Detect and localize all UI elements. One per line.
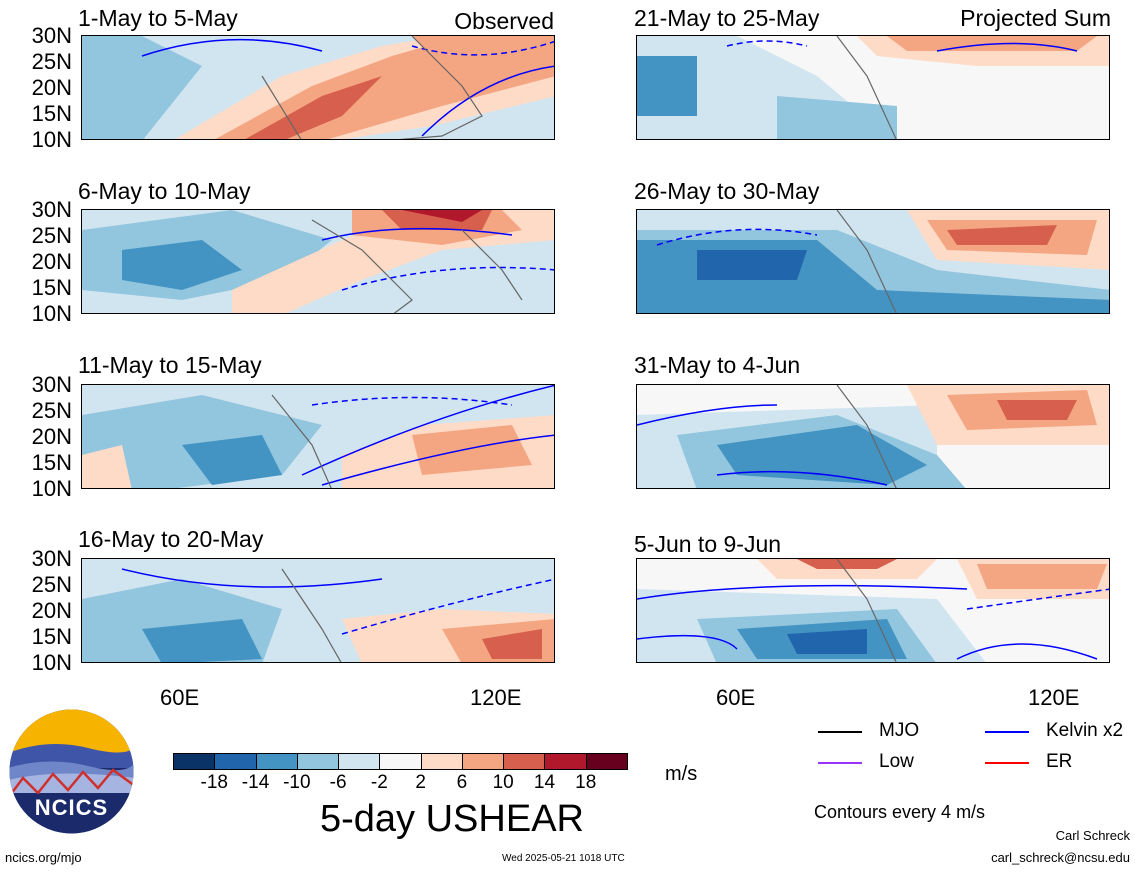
colorbar-tick-label: -6 <box>329 772 347 793</box>
map-panel-1 <box>81 35 555 140</box>
lat-label-3-30n: 30N <box>31 372 72 397</box>
colorbar-tick-label: 6 <box>456 772 468 793</box>
colorbar-swatch <box>544 753 587 770</box>
lon-label-120e-right: 120E <box>1028 685 1080 710</box>
panel-title-5: 21-May to 25-May <box>634 5 820 31</box>
lat-label-4-10n: 10N <box>31 650 72 675</box>
colorbar-tick-label: -2 <box>370 772 388 793</box>
legend-label-low: Low <box>879 751 914 772</box>
logo-text: NCICS <box>34 795 109 820</box>
colorbar-swatch <box>173 753 216 770</box>
footer-url[interactable]: ncics.org/mjo <box>5 850 82 865</box>
lat-label-2-20n: 20N <box>31 249 72 274</box>
map-panel-8 <box>636 558 1110 663</box>
map-panel-2 <box>81 209 555 314</box>
colorbar-units: m/s <box>665 763 698 785</box>
lat-label-1-25n: 25N <box>31 49 72 74</box>
colorbar-swatch <box>214 753 257 770</box>
lat-label-1-15n: 15N <box>31 101 72 126</box>
panel-title-7: 31-May to 4-Jun <box>634 352 801 378</box>
legend-line-low <box>818 762 862 764</box>
panel-title-8: 5-Jun to 9-Jun <box>634 531 782 557</box>
contour-note: Contours every 4 m/s <box>814 802 986 822</box>
map-panel-4 <box>81 558 555 663</box>
lat-label-2-15n: 15N <box>31 275 72 300</box>
footer-author: Carl Schreck <box>1055 828 1130 843</box>
lat-label-4-20n: 20N <box>31 598 72 623</box>
lat-label-1-20n: 20N <box>31 75 72 100</box>
colorbar-swatch <box>585 753 628 770</box>
panel-title-4: 16-May to 20-May <box>78 526 264 552</box>
lat-label-2-25n: 25N <box>31 223 72 248</box>
panel-title-2: 6-May to 10-May <box>78 178 251 204</box>
colorbar-tick-label: 10 <box>492 772 514 793</box>
lat-label-4-30n: 30N <box>31 546 72 571</box>
legend-label-er: ER <box>1046 751 1073 772</box>
colorbar-tick-label: 14 <box>533 772 556 793</box>
footer-email[interactable]: carl_schreck@ncsu.edu <box>991 850 1130 865</box>
colorbar-swatch <box>338 753 381 770</box>
lon-label-60e-right: 60E <box>716 685 756 710</box>
colorbar-tick-label: 18 <box>575 772 597 793</box>
map-panel-3 <box>81 384 555 489</box>
lat-label-4-15n: 15N <box>31 624 72 649</box>
colorbar-tick-label: -14 <box>241 772 270 793</box>
lat-label-3-25n: 25N <box>31 398 72 423</box>
panel-title-1: 1-May to 5-May <box>78 5 238 31</box>
colorbar-tick-label: -18 <box>200 772 228 793</box>
lon-label-60e-left: 60E <box>160 685 200 710</box>
colorbar-swatch <box>255 753 298 770</box>
lat-label-1-10n: 10N <box>31 127 72 152</box>
panel-label-observed: Observed <box>454 8 554 34</box>
colorbar-title: 5-day USHEAR <box>320 798 584 840</box>
legend-line-mjo <box>818 731 862 733</box>
map-panel-5 <box>636 35 1110 140</box>
lat-label-2-30n: 30N <box>31 197 72 222</box>
lat-label-2-10n: 10N <box>31 301 72 326</box>
lat-label-3-10n: 10N <box>31 476 72 501</box>
ncics-logo: NCICS <box>8 708 135 835</box>
legend-line-er <box>985 762 1029 764</box>
panel-title-6: 26-May to 30-May <box>634 178 820 204</box>
lat-label-1-30n: 30N <box>31 23 72 48</box>
lat-label-3-15n: 15N <box>31 450 72 475</box>
lat-label-3-20n: 20N <box>31 424 72 449</box>
panel-label-projected: Projected Sum <box>960 5 1111 31</box>
map-panel-6 <box>636 209 1110 314</box>
colorbar-swatch <box>296 753 340 770</box>
legend-label-kelvin: Kelvin x2 <box>1046 720 1124 741</box>
colorbar-swatch <box>379 753 422 770</box>
lat-label-4-25n: 25N <box>31 572 72 597</box>
legend-line-kelvin <box>985 731 1029 733</box>
colorbar-swatch <box>461 753 505 770</box>
colorbar-tick-label: -10 <box>283 772 311 793</box>
colorbar-swatch <box>420 753 463 770</box>
lon-label-120e-left: 120E <box>470 685 522 710</box>
footer-timestamp: Wed 2025-05-21 1018 UTC <box>502 853 625 864</box>
colorbar-tick-label: 2 <box>415 772 426 793</box>
map-panel-7 <box>636 384 1110 489</box>
legend-label-mjo: MJO <box>879 720 920 741</box>
panel-title-3: 11-May to 15-May <box>78 352 262 378</box>
colorbar-swatch <box>503 753 546 770</box>
